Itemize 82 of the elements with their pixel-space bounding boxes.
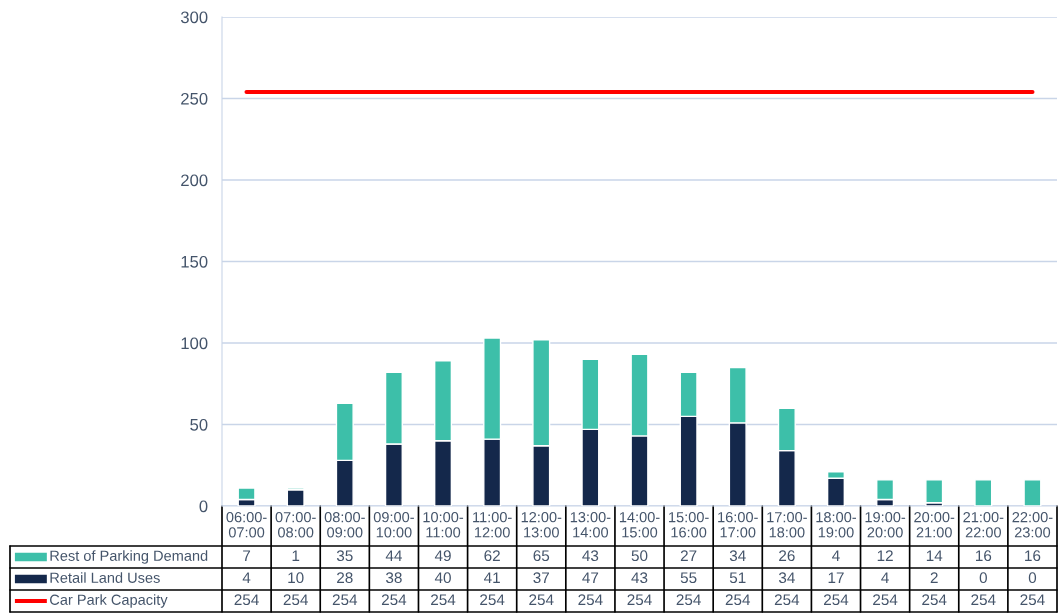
data-label: 16 xyxy=(1025,550,1041,562)
x-tick-label: 18:00-19:00 xyxy=(816,512,856,538)
data-label: 27 xyxy=(680,550,697,561)
data-label: 254 xyxy=(431,594,456,606)
y-tick-label: 0 xyxy=(199,500,208,513)
y-tick-label: 250 xyxy=(181,92,208,105)
y-tick-label: 100 xyxy=(181,337,208,350)
bar xyxy=(974,479,993,506)
data-label: 0 xyxy=(1028,572,1037,584)
data-label: 34 xyxy=(729,550,746,562)
data-label: 41 xyxy=(484,572,500,583)
legend-label: Rest of Parking Demand xyxy=(50,550,208,564)
bar xyxy=(925,479,944,504)
data-label: 16 xyxy=(975,550,992,562)
y-tick-label: 150 xyxy=(181,255,208,268)
data-label: 2 xyxy=(930,572,938,583)
data-label: 1 xyxy=(292,550,300,561)
data-label: 254 xyxy=(283,594,308,606)
data-label: 254 xyxy=(234,594,259,606)
data-label: 43 xyxy=(582,550,599,562)
x-tick-label: 14:00-15:00 xyxy=(619,512,660,538)
y-tick-label: 200 xyxy=(181,174,208,187)
data-label: 62 xyxy=(484,550,500,562)
data-label: 34 xyxy=(778,572,795,584)
data-label: 254 xyxy=(1020,594,1045,606)
data-label: 254 xyxy=(922,594,947,606)
data-label: 254 xyxy=(627,594,652,606)
x-tick-label: 19:00-20:00 xyxy=(865,512,906,538)
legend-label: Retail Land Uses xyxy=(50,572,160,583)
data-label: 28 xyxy=(337,572,353,584)
data-label: 26 xyxy=(779,550,795,562)
data-label: 254 xyxy=(725,594,751,606)
x-tick-label: 15:00-16:00 xyxy=(669,512,709,538)
y-tick-label: 50 xyxy=(190,418,208,431)
x-tick-label: 08:00-09:00 xyxy=(324,512,365,538)
data-label: 254 xyxy=(480,594,505,606)
data-label: 38 xyxy=(386,572,402,584)
y-tick-label: 300 xyxy=(180,11,208,24)
x-tick-label: 22:00-23:00 xyxy=(1012,512,1053,538)
x-tick-label: 20:00-21:00 xyxy=(914,512,955,538)
data-label: 37 xyxy=(533,572,549,584)
data-label: 35 xyxy=(336,550,353,562)
data-label: 254 xyxy=(381,594,407,606)
data-label: 254 xyxy=(824,594,849,606)
data-label: 0 xyxy=(979,572,987,584)
data-label: 55 xyxy=(680,572,697,584)
bar xyxy=(286,489,305,506)
data-label: 254 xyxy=(971,594,996,606)
data-label: 44 xyxy=(385,550,402,561)
data-label: 47 xyxy=(582,572,599,583)
x-tick-label: 13:00-14:00 xyxy=(570,512,611,538)
data-label: 4 xyxy=(881,572,889,583)
data-label: 17 xyxy=(828,572,844,583)
legend-label: Car Park Capacity xyxy=(50,594,168,608)
data-label: 43 xyxy=(631,572,648,584)
data-label: 254 xyxy=(332,594,358,606)
x-tick-label: 21:00-22:00 xyxy=(963,512,1004,538)
data-label: 254 xyxy=(873,594,898,606)
data-label: 50 xyxy=(631,550,648,562)
data-label: 12 xyxy=(877,550,893,561)
x-tick-label: 17:00-18:00 xyxy=(767,512,807,538)
x-tick-label: 11:00-12:00 xyxy=(473,512,512,538)
data-label: 7 xyxy=(243,550,251,561)
data-label: 254 xyxy=(774,594,800,606)
x-tick-label: 10:00-11:00 xyxy=(423,512,464,538)
x-tick-label: 09:00-10:00 xyxy=(373,512,414,538)
data-label: 51 xyxy=(729,572,746,584)
data-label: 254 xyxy=(578,594,603,606)
x-tick-label: 16:00-17:00 xyxy=(718,512,758,538)
data-label: 4 xyxy=(242,572,251,583)
data-label: 14 xyxy=(926,550,943,561)
data-label: 4 xyxy=(832,550,840,561)
data-label: 10 xyxy=(288,572,304,584)
x-tick-label: 06:00-07:00 xyxy=(226,512,267,538)
bar xyxy=(1023,479,1042,506)
data-label: 65 xyxy=(533,550,550,562)
data-label: 49 xyxy=(434,550,451,562)
data-label: 254 xyxy=(676,594,701,606)
x-tick-label: 07:00-08:00 xyxy=(275,512,316,538)
data-label: 40 xyxy=(434,572,451,584)
data-label: 254 xyxy=(529,594,554,606)
x-tick-label: 12:00-13:00 xyxy=(521,512,562,538)
